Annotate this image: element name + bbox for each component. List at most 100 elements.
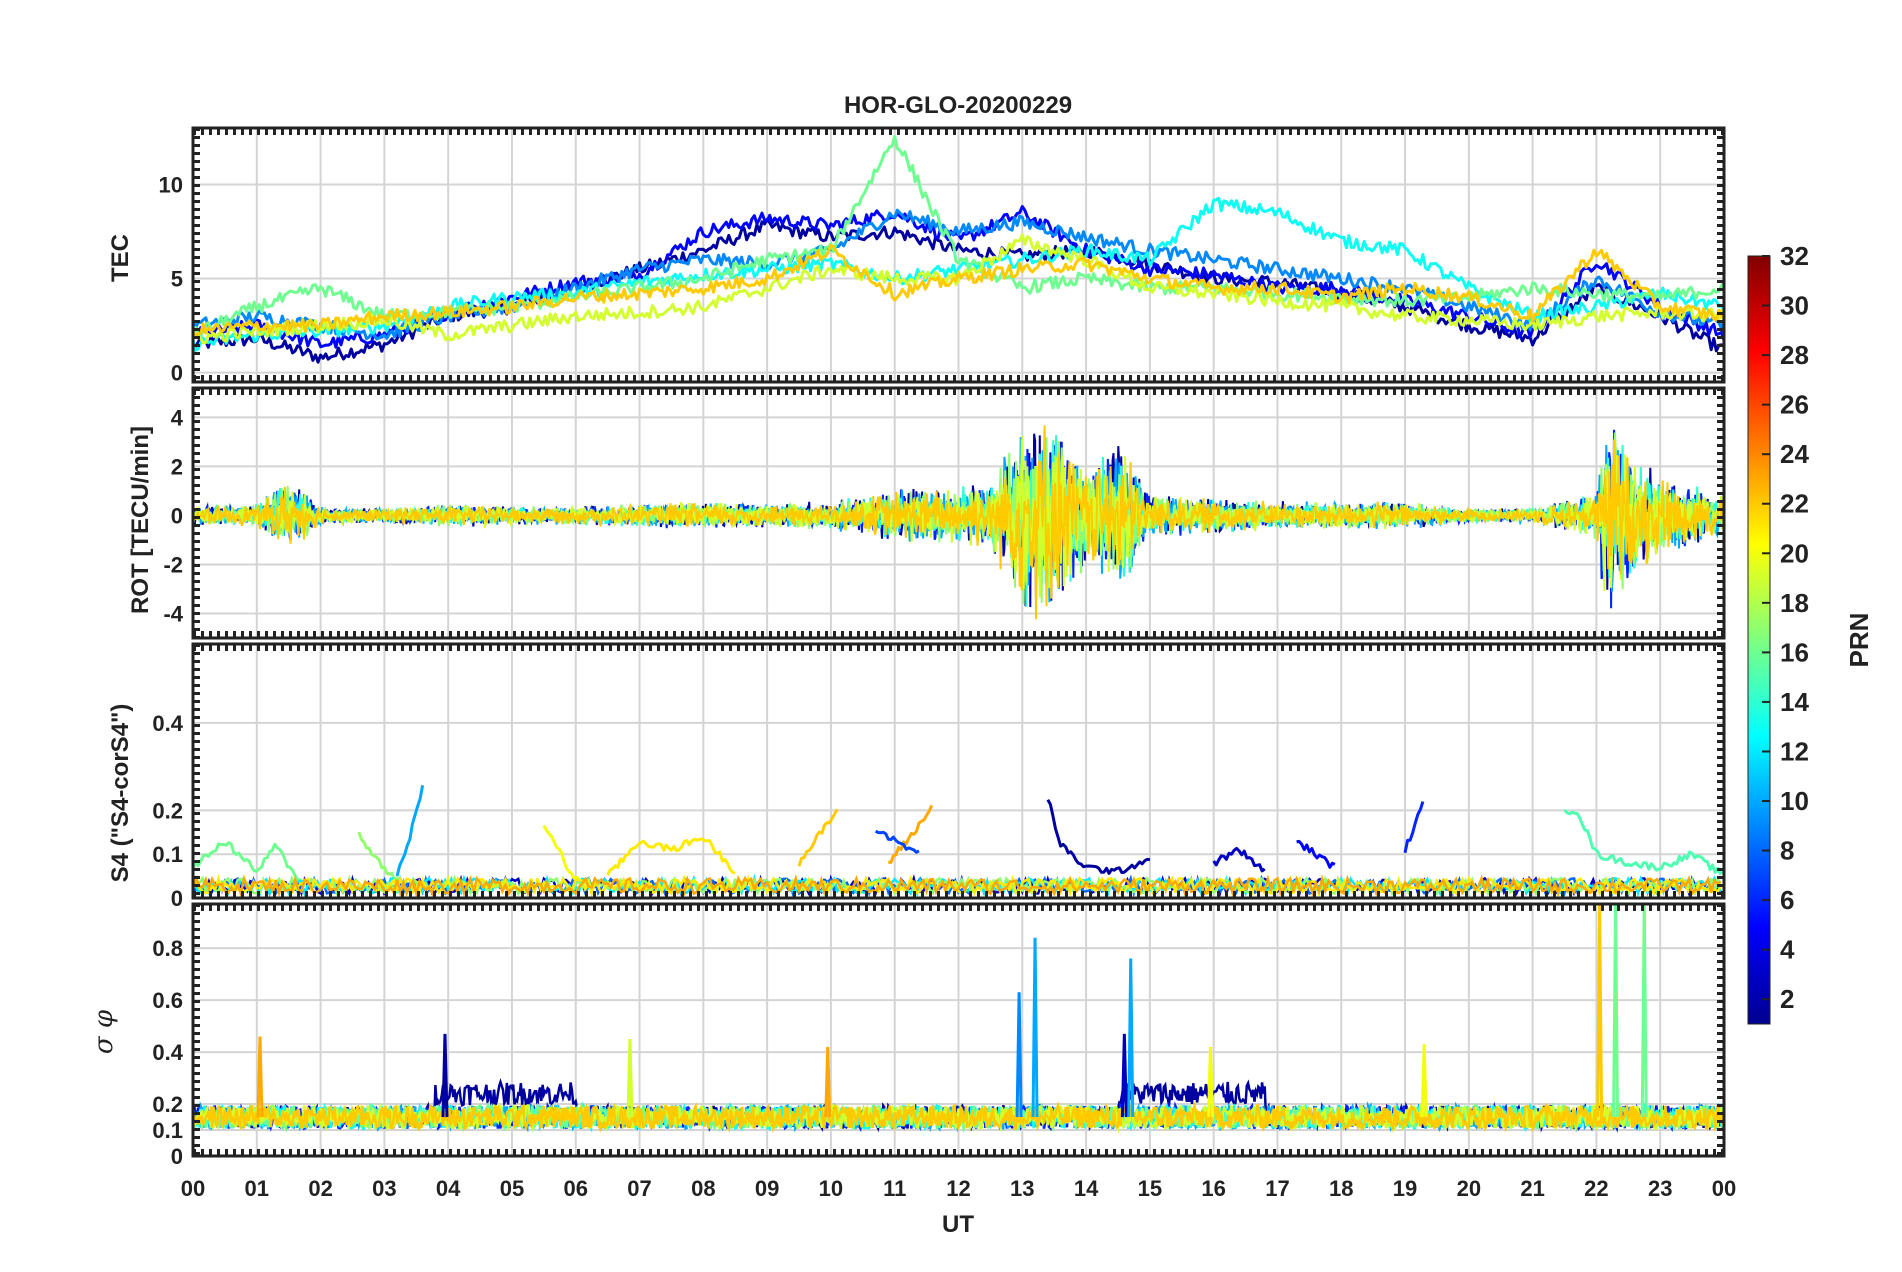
colorbar-tick-label: 24 (1780, 439, 1809, 469)
colorbar-tick-label: 26 (1780, 390, 1809, 420)
sigma-spike-prn-16 (1612, 904, 1620, 1118)
x-tick-label: 23 (1648, 1176, 1672, 1201)
tec-panel: 0 5 10 (159, 126, 1726, 386)
sigma-series-prn-22 (193, 1100, 1724, 1134)
sigma-spike-prn-20 (1420, 1044, 1428, 1118)
x-tick-label: 00 (181, 1176, 205, 1201)
x-tick-label: 03 (372, 1176, 396, 1201)
colorbar-tick-label: 12 (1780, 736, 1809, 766)
colorbar-tick-label: 22 (1780, 489, 1809, 519)
sigma-ylabel: σ φ (89, 1009, 119, 1054)
rot-ytick-label: 0 (171, 503, 183, 528)
s4-series-prn-23 (887, 804, 934, 864)
colorbar-tick-label: 2 (1780, 984, 1794, 1014)
sigma-ytick-label: 0.6 (152, 988, 183, 1013)
sigma-spike-prn-16 (1640, 904, 1648, 1118)
x-tick-label: 20 (1457, 1176, 1481, 1201)
x-tick-label: 08 (691, 1176, 715, 1201)
x-tick-label: 17 (1265, 1176, 1289, 1201)
x-tick-label: 18 (1329, 1176, 1353, 1201)
x-tick-label: 10 (819, 1176, 843, 1201)
sigma-ytick-label: 0.1 (152, 1118, 183, 1143)
s4-ytick-label: 0.1 (152, 842, 183, 867)
x-axis-label: UT (942, 1211, 974, 1238)
colorbar-gradient-bar (1747, 255, 1771, 1025)
sigma-plot-area (193, 904, 1724, 1134)
tec-axes-frame (191, 126, 1726, 384)
x-tick-label: 15 (1138, 1176, 1162, 1201)
ylabel-rot: ROT [TECU/min] (127, 426, 154, 614)
tec-series-prn-13 (193, 196, 1724, 352)
s4-baseline-prn-21 (193, 873, 1722, 898)
s4-axes-frame (191, 642, 1726, 900)
s4-series-prn-6 (1403, 801, 1425, 854)
colorbar-tick-label: 18 (1780, 588, 1809, 618)
s4-panel: 0 0.1 0.2 0.4 (152, 642, 1726, 911)
colorbar-tick-label: 10 (1780, 786, 1809, 816)
tec-series-prn-19 (193, 233, 1724, 345)
colorbar-tick-label: 20 (1780, 538, 1809, 568)
rot-plot-area (193, 425, 1724, 620)
sigma-spike-prn-19 (626, 1039, 634, 1118)
tec-ytick-label: 5 (171, 267, 183, 292)
sigma-ytick-label: 0.2 (152, 1092, 183, 1117)
s4-ylabel: S4 ("S4-corS4") (107, 704, 134, 883)
ylabel-tec: TEC (107, 234, 134, 282)
tec-plot-area (193, 134, 1724, 364)
colorbar-tick-label: 4 (1780, 935, 1795, 965)
x-tick-label: 11 (883, 1176, 906, 1201)
rot-axes-frame (191, 386, 1726, 640)
sigma-spike-prn-3 (1120, 1033, 1128, 1118)
s4-series-prn-10 (395, 785, 425, 877)
x-tick-label: 22 (1584, 1176, 1608, 1201)
s4-series-prn-16 (193, 841, 322, 891)
ylabel-sigma: σ φ (89, 1009, 119, 1054)
s4-ytick-label: 0.4 (152, 711, 183, 736)
x-tick-label: 13 (1010, 1176, 1034, 1201)
s4-series-prn-15 (1563, 808, 1724, 875)
tec-ylabel: TEC (107, 234, 134, 282)
s4-series-prn-5 (1296, 839, 1336, 869)
sigma-spike-prn-20 (1206, 1046, 1214, 1118)
x-tick-label: 12 (946, 1176, 970, 1201)
colorbar-label: PRN (1844, 613, 1874, 668)
colorbar-tick-label: 30 (1780, 291, 1809, 321)
x-tick-label: 16 (1201, 1176, 1225, 1201)
colorbar-tick-label: 8 (1780, 836, 1794, 866)
s4-ytick-label: 0.2 (152, 798, 183, 823)
s4-series-prn-7 (874, 829, 920, 854)
rot-ytick-label: 4 (171, 405, 184, 430)
rot-ylabel: ROT [TECU/min] (127, 426, 154, 614)
rot-ytick-label: -2 (163, 552, 183, 577)
x-tick-label: 09 (755, 1176, 779, 1201)
rot-panel: -4 -2 0 2 4 (163, 386, 1726, 640)
colorbar-tick-label: 6 (1780, 885, 1794, 915)
sigma-spike-prn-23 (824, 1046, 832, 1118)
s4-series-prn-22 (797, 808, 839, 867)
tec-series-prn-22 (193, 243, 1724, 339)
rot-ytick-label: 2 (171, 454, 183, 479)
sigma-spike-prn-23 (256, 1036, 264, 1118)
tec-ytick-label: 10 (159, 172, 183, 197)
x-tick-label: 19 (1393, 1176, 1417, 1201)
x-tick-label: 05 (500, 1176, 524, 1201)
x-tick-labels: 00 01 02 03 04 05 06 07 08 09 10 11 12 13 14 15 16 17 18 19… (181, 1176, 1736, 1201)
x-tick-label: 06 (564, 1176, 588, 1201)
s4-series-prn-21 (606, 837, 736, 876)
sigma-spike-prn-10 (1031, 937, 1039, 1118)
sigma-spike-prn-2 (441, 1033, 449, 1118)
sigma-ytick-label: 0.8 (152, 936, 183, 961)
sigma-ytick-label: 0 (171, 1144, 183, 1169)
sigma-ytick-label: 0.4 (152, 1040, 183, 1065)
x-tick-label: 00 (1712, 1176, 1736, 1201)
x-tick-label: 14 (1074, 1176, 1099, 1201)
chart-title: HOR-GLO-20200229 (844, 92, 1072, 119)
x-tick-label: 21 (1520, 1176, 1544, 1201)
ylabel-s4: S4 ("S4-corS4") (107, 704, 134, 883)
s4-ytick-label: 0 (171, 886, 183, 911)
x-tick-label: 02 (308, 1176, 332, 1201)
sigma-spike-prn-10 (1127, 958, 1135, 1118)
s4-baseline-prn-23 (193, 873, 1722, 898)
